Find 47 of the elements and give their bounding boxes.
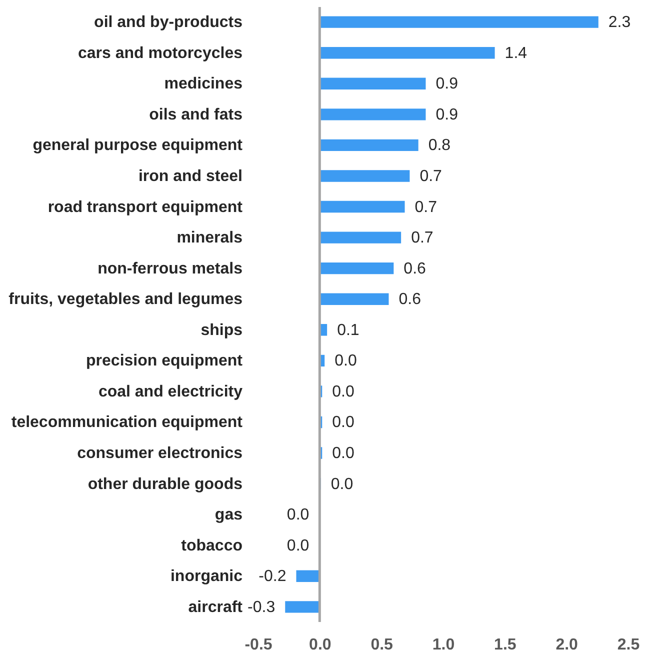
data-label: 2.3 <box>608 14 631 32</box>
data-label: 0.6 <box>404 260 426 278</box>
data-label: -0.3 <box>248 598 276 616</box>
data-label: 0.0 <box>286 506 310 524</box>
data-label: 0.7 <box>420 168 442 185</box>
data-label: 0.0 <box>334 352 357 370</box>
y-tick-label: aircraft <box>188 598 244 616</box>
x-tick-label: 1.0 <box>432 636 455 654</box>
y-tick-label: cars and motorcycles <box>78 44 243 62</box>
data-label: -0.2 <box>258 568 286 586</box>
x-tick-label: 2.5 <box>617 636 640 654</box>
y-tick-label: inorganic <box>170 568 243 586</box>
data-label: 0.9 <box>436 76 458 93</box>
y-tick-label: medicines <box>164 76 243 93</box>
y-tick-label: non-ferrous metals <box>98 260 243 278</box>
data-label: 0.0 <box>286 537 310 554</box>
y-tick-label: fruits, vegetables and legumes <box>8 291 243 308</box>
data-label: 0.8 <box>428 137 451 154</box>
x-tick-label: 2.0 <box>556 636 578 654</box>
x-tick-label: 0.5 <box>370 636 394 654</box>
data-label: 1.4 <box>504 44 528 62</box>
data-label: 0.7 <box>414 198 438 216</box>
y-tick-label: other durable goods <box>88 476 243 493</box>
y-tick-label: road transport equipment <box>48 198 244 216</box>
data-label: 0.0 <box>332 383 354 400</box>
y-tick-label: ships <box>200 322 243 339</box>
y-tick-label: precision equipment <box>86 352 244 370</box>
x-tick-label: -0.5 <box>244 636 272 654</box>
y-tick-label: gas <box>214 506 243 524</box>
y-tick-label: tobacco <box>181 537 243 554</box>
y-tick-label: iron and steel <box>138 168 242 185</box>
y-tick-label: general purpose equipment <box>32 137 244 154</box>
y-tick-label: oils and fats <box>149 106 243 124</box>
y-tick-label: coal and electricity <box>98 383 243 400</box>
data-label: 0.1 <box>337 322 360 339</box>
x-tick-label: 1.5 <box>494 636 516 654</box>
data-label: 0.7 <box>411 230 434 247</box>
y-tick-label: consumer electronics <box>77 445 243 462</box>
y-tick-label: telecommunication equipment <box>11 414 244 432</box>
y-tick-label: minerals <box>176 230 243 247</box>
data-label: 0.9 <box>436 106 458 124</box>
data-label: 0.6 <box>398 291 422 308</box>
y-tick-label: oil and by-products <box>94 14 243 32</box>
data-label: 0.0 <box>330 476 354 493</box>
data-label: 0.0 <box>332 445 354 462</box>
x-tick-label: 0.0 <box>309 636 332 654</box>
data-label: 0.0 <box>332 414 354 432</box>
